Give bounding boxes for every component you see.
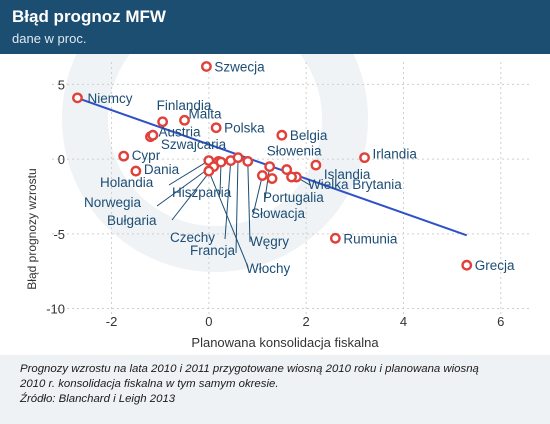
point-label: Polska: [224, 121, 265, 136]
chart-subtitle: dane w proc.: [12, 31, 87, 46]
grid-lines: [52, 62, 530, 316]
point-label: Szwecja: [214, 59, 265, 74]
point-label: Szwajcaria: [161, 137, 227, 152]
data-point: [157, 116, 169, 128]
data-point: [130, 165, 142, 177]
point-label: Belgia: [290, 128, 328, 143]
point-label: Portugalia: [263, 190, 324, 205]
x-tick-label: -2: [106, 314, 118, 329]
x-axis-label: Planowana konsolidacja fiskalna: [191, 335, 379, 350]
data-point: [242, 155, 254, 167]
point-label: Grecja: [475, 258, 515, 273]
data-point: [201, 61, 212, 72]
data-point: [310, 159, 322, 171]
x-tick-label: 4: [400, 314, 407, 329]
footnote: Prognozy wzrostu na lata 2010 i 2011 prz…: [20, 362, 530, 407]
x-tick-label: 0: [205, 314, 212, 329]
leader-line: [208, 170, 249, 268]
point-label: Cypr: [132, 148, 161, 163]
data-point: [266, 173, 278, 184]
x-tick-label: 2: [303, 314, 310, 329]
point-label: Austria: [158, 125, 201, 140]
data-point: [118, 150, 130, 162]
y-tick-label: -5: [53, 227, 65, 242]
point-label: Rumunia: [343, 231, 398, 246]
data-points: [72, 61, 473, 271]
point-label: Słowacja: [251, 206, 306, 221]
data-point: [276, 129, 288, 141]
leader-line: [252, 175, 263, 216]
data-point: [286, 171, 297, 183]
watermark-logo: [62, 54, 368, 272]
footnote-line-2: 2010 r. konsolidacja fiskalna w tym samy…: [20, 378, 279, 390]
data-point: [215, 156, 227, 168]
point-label: Włochy: [246, 261, 291, 276]
point-label: Islandia: [324, 167, 371, 182]
leader-line: [168, 160, 210, 186]
point-label: Francja: [190, 243, 236, 258]
point-label: Irlandia: [373, 147, 418, 162]
leader-line: [235, 157, 239, 254]
footnote-line-1: Prognozy wzrostu na lata 2010 i 2011 prz…: [20, 363, 479, 375]
point-label: Niemcy: [87, 91, 132, 106]
y-tick-label: 0: [58, 152, 65, 167]
data-point: [461, 259, 473, 271]
point-label: Wielka Brytania: [308, 177, 402, 192]
point-label: Norwegia: [84, 195, 142, 210]
data-point: [281, 164, 293, 175]
point-label: Malta: [189, 106, 223, 121]
chart-title: Błąd prognoz MFW: [12, 7, 166, 26]
data-point: [210, 122, 222, 134]
data-point: [264, 161, 276, 172]
data-point: [232, 152, 244, 164]
data-point: [203, 165, 215, 177]
source-line: Źródło: Blanchard i Leigh 2013: [20, 393, 176, 405]
x-tick-labels: -2 0 2 4 6: [106, 314, 505, 329]
point-label: Hiszpania: [172, 185, 232, 200]
footer-panel: [0, 355, 550, 424]
data-point: [179, 114, 190, 126]
data-point: [72, 92, 83, 104]
y-tick-label: -10: [46, 302, 65, 317]
point-label: Bułgaria: [107, 213, 157, 228]
data-point: [147, 129, 159, 141]
point-label: Węgry: [250, 234, 289, 249]
data-point: [256, 170, 268, 181]
leader-line: [224, 160, 232, 240]
scatter-chart: -2 0 2 4 6 5 0 -5 -10 Szwecja Niemcy FinlandiaMal…: [25, 54, 530, 350]
point-label: Czechy: [170, 230, 215, 245]
leader-line: [264, 166, 271, 200]
point-label: Holandia: [100, 175, 154, 190]
point-label: Słowenia: [267, 144, 322, 159]
y-axis-label: Błąd prognozy wzrostu: [25, 168, 39, 289]
point-label: Finlandia: [157, 98, 212, 113]
x-tick-label: 6: [497, 314, 504, 329]
y-tick-labels: 5 0 -5 -10: [46, 77, 65, 316]
data-point: [359, 152, 370, 164]
chart-header: Błąd prognoz MFW dane w proc.: [0, 0, 550, 54]
leader-line: [247, 161, 251, 243]
y-tick-label: 5: [58, 77, 65, 92]
data-point: [329, 232, 341, 244]
point-label: Dania: [144, 162, 180, 177]
